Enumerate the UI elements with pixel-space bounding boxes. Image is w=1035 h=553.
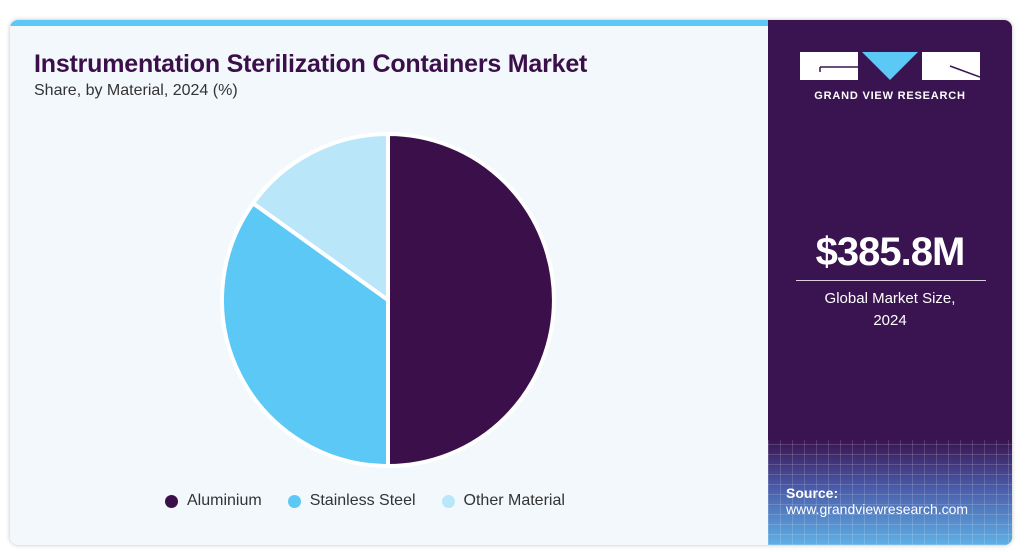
- legend-item: Aluminium: [165, 492, 262, 510]
- chart-subtitle: Share, by Material, 2024 (%): [34, 82, 238, 99]
- grand-view-research-logo: [800, 52, 980, 80]
- legend: Aluminium Stainless Steel Other Material: [165, 492, 565, 510]
- legend-label: Other Material: [463, 492, 565, 509]
- pie-slice-other-material: [250, 131, 390, 304]
- market-size-value: $385.8M: [815, 230, 966, 274]
- source-label: Source:: [786, 485, 839, 501]
- divider: [796, 280, 986, 281]
- pie-slice-stainless-steel: [220, 200, 390, 469]
- brand-name: GRAND VIEW RESEARCH: [814, 90, 966, 102]
- market-size-label: Global Market Size, 2024: [768, 288, 1012, 332]
- market-size-label-line2: 2024: [873, 312, 907, 329]
- grid-decoration: [768, 440, 1012, 545]
- legend-dot: [287, 494, 301, 508]
- legend-item: Stainless Steel: [287, 492, 416, 510]
- accent-bar: [10, 20, 768, 26]
- infographic-card: Instrumentation Sterilization Containers…: [10, 20, 1012, 545]
- legend-label: Aluminium: [187, 492, 262, 509]
- market-size-label-line1: Global Market Size,: [824, 290, 956, 307]
- legend-dot: [441, 494, 455, 508]
- source-url: www.grandviewresearch.com: [786, 501, 969, 517]
- legend-dot: [165, 494, 178, 508]
- chart-panel: Instrumentation Sterilization Containers…: [10, 20, 768, 545]
- legend-item: Other Material: [441, 492, 565, 510]
- source: Source: www.grandviewresearch.com: [786, 485, 968, 517]
- pie-slice-aluminium: [386, 131, 556, 469]
- pie-chart: [220, 131, 556, 469]
- chart-title: Instrumentation Sterilization Containers…: [34, 50, 588, 78]
- legend-label: Stainless Steel: [309, 492, 416, 509]
- summary-panel: GRAND VIEW RESEARCH $385.8M Global Marke…: [768, 20, 1012, 545]
